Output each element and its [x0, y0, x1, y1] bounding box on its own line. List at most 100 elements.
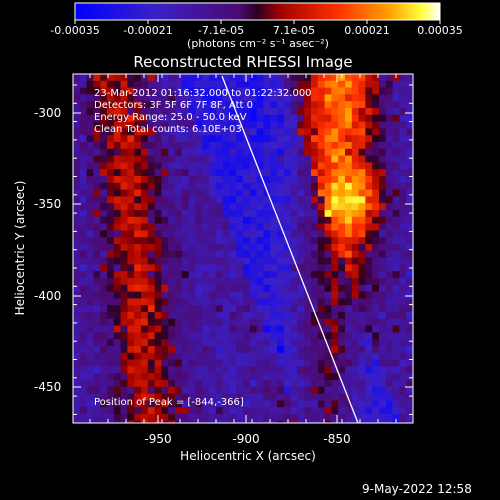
image-pixel [73, 108, 81, 116]
image-pixel [290, 298, 298, 306]
image-pixel [195, 148, 203, 156]
image-pixel [311, 210, 319, 218]
image-pixel [338, 407, 346, 415]
image-pixel [283, 114, 291, 122]
image-pixel [222, 230, 230, 238]
image-pixel [229, 108, 237, 116]
image-pixel [345, 352, 353, 360]
image-pixel [263, 101, 271, 109]
image-pixel [297, 414, 305, 422]
image-pixel [127, 284, 135, 292]
image-pixel [338, 108, 346, 116]
image-pixel [372, 223, 380, 231]
image-pixel [181, 189, 189, 197]
image-pixel [120, 359, 128, 367]
image-pixel [93, 305, 101, 313]
image-pixel [154, 244, 162, 252]
image-pixel [175, 162, 183, 170]
image-pixel [93, 373, 101, 381]
image-pixel [338, 189, 346, 197]
image-pixel [311, 332, 319, 340]
image-pixel [372, 291, 380, 299]
image-pixel [100, 182, 108, 190]
image-pixel [215, 352, 223, 360]
image-pixel [175, 380, 183, 388]
image-pixel [147, 305, 155, 313]
image-pixel [222, 121, 230, 129]
image-pixel [283, 94, 291, 102]
image-pixel [358, 414, 366, 422]
image-pixel [236, 407, 244, 415]
image-pixel [243, 230, 251, 238]
image-pixel [413, 400, 420, 407]
image-pixel [317, 182, 325, 190]
image-pixel [134, 196, 142, 204]
image-pixel [134, 169, 142, 177]
image-pixel [236, 189, 244, 197]
image-pixel [365, 284, 373, 292]
image-pixel [120, 135, 128, 143]
image-pixel [270, 278, 278, 286]
image-pixel [249, 400, 257, 408]
image-pixel [195, 169, 203, 177]
image-pixel [86, 237, 94, 245]
image-pixel [385, 114, 393, 122]
image-pixel [107, 420, 115, 423]
image-pixel [147, 162, 155, 170]
image-pixel [317, 318, 325, 326]
image-pixel [222, 359, 230, 367]
image-pixel [209, 121, 217, 129]
image-pixel [73, 223, 81, 231]
image-pixel [243, 284, 251, 292]
image-pixel [317, 148, 325, 156]
image-pixel [168, 318, 176, 326]
image-pixel [413, 128, 420, 135]
image-pixel [311, 264, 319, 272]
image-pixel [399, 359, 407, 367]
image-pixel [385, 352, 393, 360]
image-pixel [290, 244, 298, 252]
image-pixel [345, 203, 353, 211]
image-pixel [188, 128, 196, 136]
image-pixel [195, 189, 203, 197]
image-pixel [161, 182, 169, 190]
image-pixel [161, 284, 169, 292]
image-pixel [209, 332, 217, 340]
image-pixel [181, 210, 189, 218]
image-pixel [236, 101, 244, 109]
image-pixel [147, 101, 155, 109]
image-pixel [399, 155, 407, 163]
image-pixel [113, 420, 121, 423]
image-pixel [351, 148, 359, 156]
image-pixel [413, 251, 420, 258]
image-pixel [107, 244, 115, 252]
image-pixel [413, 244, 420, 251]
image-pixel [290, 128, 298, 136]
image-pixel [263, 244, 271, 252]
image-pixel [263, 176, 271, 184]
image-pixel [270, 325, 278, 333]
image-pixel [73, 291, 81, 299]
image-pixel [399, 101, 407, 109]
image-pixel [379, 223, 387, 231]
image-pixel [263, 325, 271, 333]
image-pixel [317, 359, 325, 367]
image-pixel [297, 101, 305, 109]
image-pixel [154, 121, 162, 129]
image-pixel [297, 373, 305, 381]
image-pixel [331, 128, 339, 136]
image-pixel [392, 332, 400, 340]
image-pixel [311, 169, 319, 177]
image-pixel [256, 407, 264, 415]
image-pixel [338, 94, 346, 102]
image-pixel [141, 148, 149, 156]
image-pixel [345, 339, 353, 347]
image-pixel [379, 400, 387, 408]
image-pixel [243, 169, 251, 177]
image-pixel [256, 386, 264, 394]
image-pixel [331, 271, 339, 279]
image-pixel [243, 223, 251, 231]
image-pixel [358, 407, 366, 415]
image-pixel [406, 400, 413, 408]
image-pixel [127, 386, 135, 394]
